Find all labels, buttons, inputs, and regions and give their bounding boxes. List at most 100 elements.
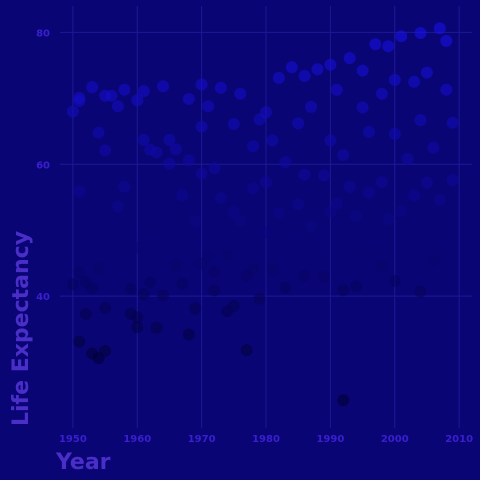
grid (60, 6, 472, 428)
data-point (157, 80, 169, 93)
data-point (253, 292, 266, 305)
data-point (99, 344, 112, 357)
data-point (363, 186, 375, 199)
data-point (311, 234, 324, 247)
data-point (176, 189, 189, 202)
data-point (292, 117, 305, 130)
x-tick-label: 1990 (316, 434, 344, 445)
data-point (214, 81, 227, 94)
data-point (311, 63, 324, 76)
data-point (305, 220, 318, 233)
data-point (401, 153, 414, 165)
data-point (279, 281, 292, 294)
y-tick-label: 40 (36, 292, 50, 303)
data-point (324, 205, 337, 218)
data-point (375, 87, 388, 100)
data-point (131, 311, 144, 324)
data-point (279, 156, 292, 169)
data-point (324, 58, 337, 71)
data-point (375, 176, 388, 189)
data-point (182, 154, 195, 167)
data-point (66, 105, 79, 118)
data-point (292, 198, 305, 211)
data-point (92, 262, 105, 275)
data-point (195, 78, 208, 91)
data-point (382, 213, 395, 225)
data-point (324, 134, 337, 147)
data-point (356, 101, 369, 114)
data-point (163, 133, 176, 146)
data-point (137, 133, 150, 146)
data-point (369, 234, 382, 247)
data-point (195, 257, 208, 270)
data-point (150, 146, 163, 159)
data-point (343, 180, 356, 193)
tick-labels: 1950 1960 1970 1980 1990 2000 2010 40 60 80 (36, 28, 473, 445)
x-tick-label: 1980 (252, 434, 280, 445)
data-point (408, 75, 421, 88)
data-point (298, 269, 311, 282)
data-point (208, 284, 221, 297)
data-point (363, 125, 375, 138)
data-point (272, 207, 285, 219)
data-point (221, 249, 234, 262)
data-point (111, 100, 124, 113)
data-point (131, 94, 144, 107)
data-point (433, 193, 446, 206)
data-point (150, 321, 163, 334)
data-point (227, 300, 240, 312)
data-point (169, 259, 182, 272)
data-point (285, 232, 298, 245)
data-point (111, 200, 124, 213)
data-point (73, 95, 86, 107)
data-point (305, 100, 318, 113)
data-point (388, 275, 401, 287)
data-point (247, 263, 260, 276)
data-point (317, 169, 330, 182)
data-point (395, 205, 408, 218)
data-point (427, 141, 440, 154)
data-point (440, 34, 453, 47)
data-point (427, 254, 440, 267)
x-axis-title: Year (55, 450, 111, 475)
data-point (157, 289, 169, 302)
data-point (420, 66, 433, 79)
data-point (247, 182, 260, 195)
data-point (66, 278, 79, 291)
data-point (337, 284, 350, 297)
data-point (382, 40, 395, 53)
x-tick-label: 1970 (188, 434, 216, 445)
data-point (182, 328, 195, 341)
data-point (99, 302, 112, 314)
data-point (388, 73, 401, 86)
data-point (73, 185, 86, 198)
x-tick-label: 2000 (381, 434, 409, 445)
data-point (260, 226, 272, 239)
y-axis-title: Life Expectancy (9, 231, 34, 426)
y-tick-label: 80 (36, 28, 50, 39)
data-point (150, 233, 163, 246)
data-point (343, 52, 356, 65)
data-point (285, 61, 298, 74)
data-point (414, 27, 427, 39)
data-point (208, 265, 221, 278)
data-point (369, 38, 382, 51)
data-point (137, 288, 150, 301)
data-point (330, 83, 343, 96)
data-point (195, 120, 208, 133)
data-point (202, 249, 215, 262)
data-point (440, 83, 453, 96)
data-point (408, 189, 421, 202)
data-point (356, 246, 369, 259)
y-tick-label: 60 (36, 160, 50, 171)
data-point (131, 321, 144, 334)
data-point (350, 280, 363, 293)
data-point (240, 344, 253, 357)
data-point (234, 87, 247, 100)
data-point (356, 64, 369, 77)
data-point (189, 215, 202, 227)
data-point (202, 100, 215, 113)
data-point (260, 106, 272, 119)
data-point (247, 140, 260, 153)
